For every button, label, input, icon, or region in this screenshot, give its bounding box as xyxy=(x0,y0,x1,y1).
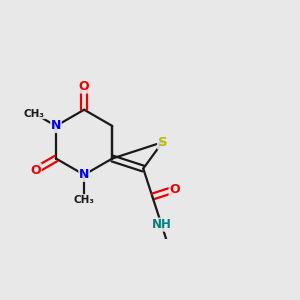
Text: N: N xyxy=(51,119,61,133)
Text: O: O xyxy=(31,164,41,177)
Text: N: N xyxy=(79,168,89,181)
Text: O: O xyxy=(169,183,180,196)
Text: CH₃: CH₃ xyxy=(74,195,94,205)
Text: O: O xyxy=(79,80,89,93)
Text: S: S xyxy=(158,136,167,149)
Text: CH₃: CH₃ xyxy=(24,109,45,118)
Text: NH: NH xyxy=(152,218,171,231)
